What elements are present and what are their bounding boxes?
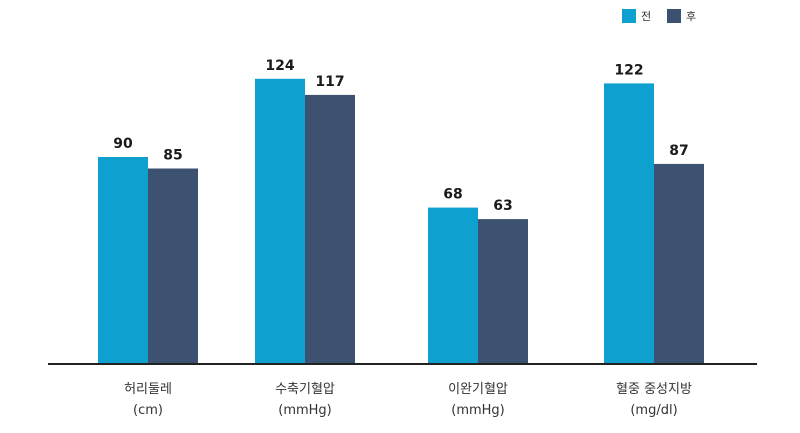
value-label-before-3: 122 bbox=[614, 62, 643, 78]
legend-label-after: 후 bbox=[686, 10, 696, 23]
value-label-before-0: 90 bbox=[113, 136, 133, 152]
value-label-after-1: 117 bbox=[315, 74, 344, 90]
legend-swatch-after bbox=[667, 9, 681, 23]
legend-swatch-before bbox=[622, 9, 636, 23]
category-unit-1: (mmHg) bbox=[278, 403, 332, 418]
value-label-after-0: 85 bbox=[163, 148, 182, 164]
bars-group bbox=[98, 78, 704, 365]
legend: 전 후 bbox=[622, 9, 696, 23]
bar-after-2 bbox=[478, 219, 528, 364]
category-label-1: 수축기혈압 bbox=[275, 382, 335, 397]
value-label-before-1: 124 bbox=[265, 58, 294, 74]
category-label-2: 이완기혈압 bbox=[448, 382, 508, 397]
bar-after-1 bbox=[305, 94, 355, 365]
bar-before-0 bbox=[98, 157, 148, 364]
value-label-after-3: 87 bbox=[669, 143, 688, 159]
category-unit-3: (mg/dl) bbox=[630, 403, 677, 418]
legend-label-before: 전 bbox=[641, 10, 651, 23]
bar-before-3 bbox=[604, 83, 654, 365]
value-label-after-2: 63 bbox=[493, 198, 512, 214]
category-label-0: 허리둘레 bbox=[124, 382, 172, 397]
category-unit-0: (cm) bbox=[133, 403, 163, 418]
value-label-before-2: 68 bbox=[443, 187, 462, 203]
bar-before-1 bbox=[255, 78, 305, 365]
category-labels-group: 허리둘레 (cm) 수축기혈압 (mmHg) 이완기혈압 (mmHg) 혈중 중성지방 (mg… bbox=[124, 382, 692, 418]
value-labels-group: 90 85 124 117 68 63 122 87 bbox=[113, 58, 688, 214]
bar-before-2 bbox=[428, 207, 478, 364]
bar-after-3 bbox=[654, 163, 704, 364]
category-label-3: 혈중 중성지방 bbox=[616, 382, 692, 397]
category-unit-2: (mmHg) bbox=[451, 403, 505, 418]
bar-after-0 bbox=[148, 168, 198, 364]
